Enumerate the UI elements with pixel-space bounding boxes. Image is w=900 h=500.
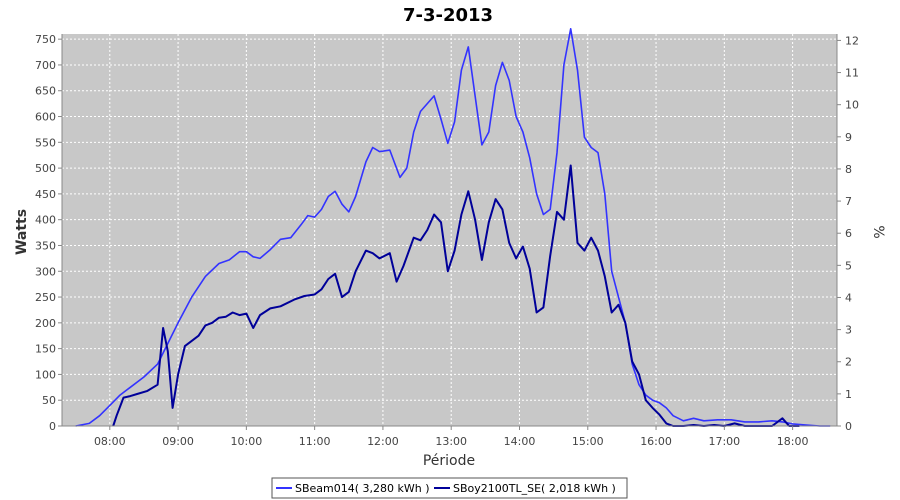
x-tick-label: 13:00 — [435, 435, 467, 448]
legend: SBeam014( 3,280 kWh ) SBoy2100TL_SE( 2,0… — [271, 477, 628, 499]
x-tick-label: 12:00 — [367, 435, 399, 448]
y-tick-label: 700 — [35, 59, 56, 72]
y-tick-label: 500 — [35, 162, 56, 175]
y-tick-label: 600 — [35, 111, 56, 124]
y-tick-label: 750 — [35, 33, 56, 46]
chart-title: 7-3-2013 — [403, 5, 493, 26]
y-tick-label: 50 — [42, 394, 56, 407]
series-line-0 — [75, 28, 831, 427]
x-tick-label: 18:00 — [777, 435, 809, 448]
y2-tick-label: 4 — [845, 291, 852, 304]
x-tick-label: 14:00 — [504, 435, 536, 448]
y2-tick-label: 2 — [845, 356, 852, 369]
y-axis-title: Watts — [14, 209, 30, 255]
x-tick-label: 17:00 — [708, 435, 740, 448]
y2-tick-label: 8 — [845, 163, 852, 176]
x-tick-label: 15:00 — [572, 435, 604, 448]
y2-tick-label: 5 — [845, 259, 852, 272]
y2-tick-label: 10 — [845, 99, 859, 112]
x-tick-label: 16:00 — [640, 435, 672, 448]
x-tick-label: 11:00 — [299, 435, 331, 448]
y-tick-label: 100 — [35, 368, 56, 381]
y-tick-label: 0 — [49, 420, 56, 433]
legend-label-sbeam: SBeam014( 3,280 kWh ) — [295, 482, 430, 495]
y2-axis-title: % — [870, 225, 886, 238]
y-tick-label: 550 — [35, 136, 56, 149]
y2-tick-label: 6 — [845, 227, 852, 240]
y2-tick-label: 11 — [845, 67, 859, 80]
y2-tick-label: 0 — [845, 420, 852, 433]
series-line-1 — [112, 164, 800, 427]
x-axis-title: Période — [423, 453, 475, 469]
plot-area — [62, 34, 837, 426]
y2-tick-label: 1 — [845, 388, 852, 401]
y-tick-label: 250 — [35, 291, 56, 304]
y2-tick-label: 9 — [845, 131, 852, 144]
y-tick-label: 400 — [35, 214, 56, 227]
y2-tick-label: 12 — [845, 34, 859, 47]
y-tick-label: 650 — [35, 85, 56, 98]
y-tick-label: 150 — [35, 343, 56, 356]
y-tick-label: 450 — [35, 188, 56, 201]
legend-label-sboy: SBoy2100TL_SE( 2,018 kWh ) — [453, 482, 616, 495]
y2-tick-label: 7 — [845, 195, 852, 208]
x-tick-label: 08:00 — [94, 435, 126, 448]
y-tick-label: 200 — [35, 317, 56, 330]
y2-tick-label: 3 — [845, 324, 852, 337]
y-tick-label: 350 — [35, 239, 56, 252]
y-tick-label: 300 — [35, 265, 56, 278]
x-tick-label: 10:00 — [231, 435, 263, 448]
x-tick-label: 09:00 — [162, 435, 194, 448]
